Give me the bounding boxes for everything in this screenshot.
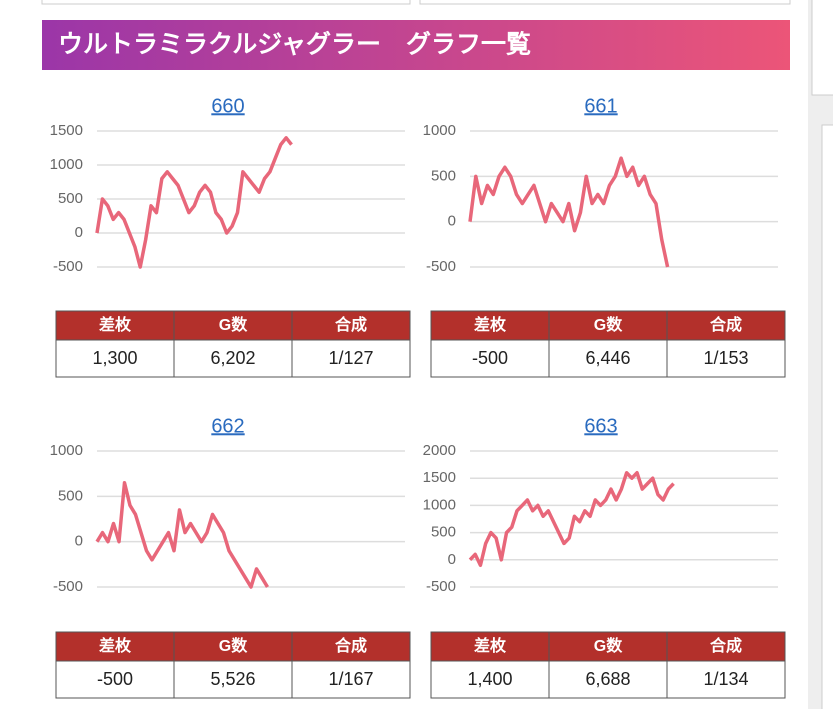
top-box bbox=[419, 0, 791, 5]
table-row-bg bbox=[55, 339, 411, 378]
y-tick-label: 500 bbox=[58, 487, 83, 504]
table-header-bg bbox=[430, 310, 786, 341]
y-tick-label: 0 bbox=[448, 551, 456, 568]
table-cell: -500 bbox=[97, 669, 133, 689]
sidebar-box bbox=[821, 124, 833, 714]
table-cell: 1/134 bbox=[703, 669, 748, 689]
data-line bbox=[95, 136, 293, 269]
data-line bbox=[95, 480, 269, 589]
data-line bbox=[468, 471, 675, 567]
table-header: 差枚 bbox=[474, 315, 507, 334]
table-cell: 1,300 bbox=[92, 348, 137, 368]
y-tick-label: 0 bbox=[75, 533, 83, 550]
table-header: 差枚 bbox=[99, 315, 132, 334]
header-title: ウルトラミラクルジャグラー グラフ一覧 bbox=[58, 31, 531, 59]
table-cell: 1/127 bbox=[328, 348, 373, 368]
y-tick-label: 1000 bbox=[423, 496, 456, 513]
table-cell: 6,202 bbox=[210, 348, 255, 368]
table-header: 差枚 bbox=[474, 636, 507, 655]
table-header: G数 bbox=[594, 315, 623, 334]
table-row-bg bbox=[430, 660, 786, 699]
table-cell: 5,526 bbox=[210, 669, 255, 689]
table-header: G数 bbox=[219, 636, 248, 655]
data-line bbox=[468, 156, 670, 268]
y-tick-label: 500 bbox=[431, 167, 456, 184]
y-tick-label: 1500 bbox=[423, 469, 456, 486]
panel-link[interactable]: 660 bbox=[211, 95, 244, 117]
table-header-bg bbox=[55, 310, 411, 341]
header-bar bbox=[42, 20, 790, 70]
y-tick-label: 0 bbox=[75, 224, 83, 241]
y-tick-label: -500 bbox=[426, 258, 456, 275]
table-header: G数 bbox=[219, 315, 248, 334]
table-header: G数 bbox=[594, 636, 623, 655]
y-tick-label: 2000 bbox=[423, 442, 456, 459]
table-header: 合成 bbox=[335, 315, 367, 334]
panel-link[interactable]: 661 bbox=[584, 95, 617, 117]
panel-link[interactable]: 663 bbox=[584, 415, 617, 437]
table-cell: 1/167 bbox=[328, 669, 373, 689]
y-tick-label: 1000 bbox=[50, 442, 83, 459]
table-header-bg bbox=[430, 631, 786, 662]
y-tick-label: 500 bbox=[58, 190, 83, 207]
y-tick-label: -500 bbox=[426, 578, 456, 595]
y-tick-label: -500 bbox=[53, 258, 83, 275]
y-tick-label: 0 bbox=[448, 213, 456, 230]
table-header: 合成 bbox=[710, 315, 742, 334]
table-header: 合成 bbox=[335, 636, 367, 655]
table-header: 差枚 bbox=[99, 636, 132, 655]
table-cell: 1,400 bbox=[467, 669, 512, 689]
y-tick-label: 500 bbox=[431, 524, 456, 541]
table-cell: 6,446 bbox=[585, 348, 630, 368]
table-header: 合成 bbox=[710, 636, 742, 655]
y-tick-label: 1500 bbox=[50, 122, 83, 139]
panel-link[interactable]: 662 bbox=[211, 415, 244, 437]
sidebar-box bbox=[811, 0, 833, 96]
table-cell: 6,688 bbox=[585, 669, 630, 689]
y-tick-label: 1000 bbox=[423, 122, 456, 139]
table-cell: 1/153 bbox=[703, 348, 748, 368]
y-tick-label: 1000 bbox=[50, 156, 83, 173]
table-cell: -500 bbox=[472, 348, 508, 368]
table-row-bg bbox=[55, 660, 411, 699]
y-tick-label: -500 bbox=[53, 578, 83, 595]
table-row-bg bbox=[430, 339, 786, 378]
top-box bbox=[41, 0, 411, 5]
